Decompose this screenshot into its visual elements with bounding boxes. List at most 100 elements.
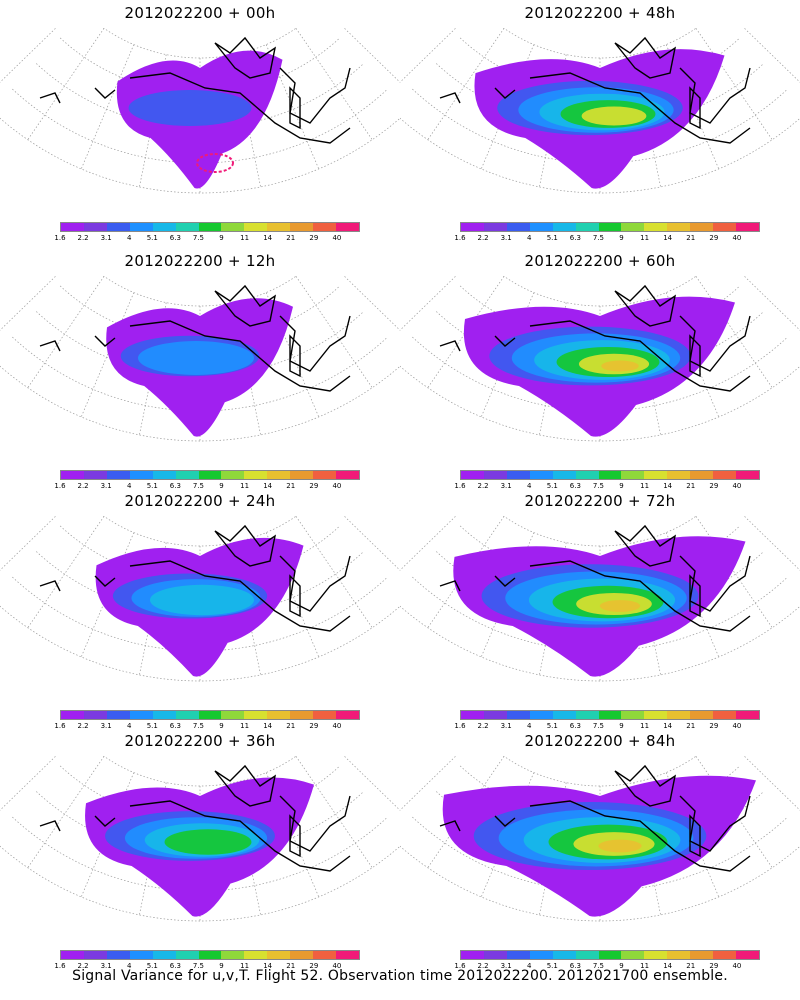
colorbar-swatch (736, 223, 759, 231)
colorbar-swatch (129, 223, 153, 231)
map-panel: 2012022200 + 60h 1.6 2.2 3.1 4 5.1 6.3 7.5 9 11 14… (400, 248, 800, 493)
colorbar-ticks: 1.6 2.2 3.1 4 5.1 6.3 7.5 9 11 14 21 29 40 (54, 234, 360, 244)
colorbar-swatch (483, 223, 507, 231)
colorbar (60, 470, 360, 480)
colorbar-tick-label: 6.3 (569, 722, 581, 730)
colorbar-tick-label: 40 (732, 962, 742, 970)
colorbar-tick-label: 2.2 (77, 962, 89, 970)
colorbar-tick-label: 4 (126, 962, 132, 970)
colorbar (460, 222, 760, 232)
coastlines (439, 524, 751, 632)
colorbar-tick-label: 11 (240, 962, 250, 970)
colorbar-tick-label: 9 (619, 962, 624, 970)
colorbar-swatch (506, 223, 530, 231)
colorbar-swatch (644, 711, 668, 719)
map-panel: 2012022200 + 48h 1.6 2.2 3.1 4 5.1 6.3 7.5 9 11 14… (400, 0, 800, 245)
panel-title: 2012022200 + 00h (124, 4, 276, 22)
colorbar-swatch (690, 471, 714, 479)
polar-map (400, 756, 800, 922)
colorbar-swatch (713, 223, 737, 231)
colorbar-swatch (152, 223, 176, 231)
panel-title: 2012022200 + 60h (524, 252, 676, 270)
colorbar-swatch (713, 951, 737, 959)
panel-title: 2012022200 + 84h (524, 732, 676, 750)
colorbar-tick-label: 40 (332, 962, 342, 970)
colorbar-tick-label: 4 (126, 234, 132, 242)
colorbar-swatch (106, 711, 130, 719)
colorbar-tick-label: 11 (640, 234, 650, 242)
colorbar-swatch (313, 223, 337, 231)
colorbar-swatch (575, 711, 599, 719)
coastlines (439, 764, 751, 872)
lat-lon-grid (0, 28, 400, 194)
colorbar-tick-label: 7.5 (192, 722, 205, 730)
colorbar-tick-label: 3.1 (500, 962, 512, 970)
colorbar-swatch (106, 223, 130, 231)
colorbar-tick-label: 5.1 (546, 962, 558, 970)
colorbar-swatch (713, 471, 737, 479)
colorbar-swatch (598, 951, 622, 959)
colorbar-swatch (83, 711, 107, 719)
colorbar (60, 710, 360, 720)
colorbar-tick-label: 14 (663, 482, 673, 490)
colorbar-swatch (598, 223, 622, 231)
colorbar (460, 710, 760, 720)
colorbar-tick-label: 7.5 (592, 234, 605, 242)
colorbar-tick-label: 2.2 (77, 722, 89, 730)
colorbar-swatch (198, 223, 222, 231)
colorbar-ticks: 1.6 2.2 3.1 4 5.1 6.3 7.5 9 11 14 21 29 40 (454, 962, 760, 972)
colorbar-tick-label: 4 (526, 962, 532, 970)
colorbar-tick-label: 7.5 (592, 722, 605, 730)
map-panel: 2012022200 + 72h 1.6 2.2 3.1 4 5.1 6.3 7.5 9 11 14… (400, 488, 800, 733)
colorbar-tick-label: 40 (332, 234, 342, 242)
colorbar-tick-label: 3.1 (100, 722, 112, 730)
colorbar-swatch (267, 471, 291, 479)
colorbar-swatch (198, 951, 222, 959)
colorbar-tick-label: 2.2 (77, 234, 89, 242)
colorbar-swatch (61, 711, 84, 719)
colorbar-tick-label: 2.2 (477, 234, 489, 242)
polar-map (0, 516, 400, 682)
panel-title: 2012022200 + 48h (524, 4, 676, 22)
colorbar-swatch (267, 951, 291, 959)
map-panel: 2012022200 + 84h 1.6 2.2 3.1 4 5.1 6.3 7.5 9 11 14… (400, 728, 800, 973)
colorbar-tick-label: 29 (709, 234, 719, 242)
colorbar-swatch (552, 471, 576, 479)
colorbar-tick-label: 7.5 (592, 962, 605, 970)
colorbar-swatch (690, 223, 714, 231)
colorbar-swatch (644, 471, 668, 479)
colorbar-swatch (313, 471, 337, 479)
colorbar-swatch (244, 951, 268, 959)
colorbar-swatch (529, 471, 553, 479)
colorbar-swatch (461, 223, 484, 231)
colorbar-swatch (290, 951, 314, 959)
colorbar-tick-label: 11 (240, 482, 250, 490)
colorbar-swatch (267, 223, 291, 231)
colorbar-swatch (175, 711, 199, 719)
colorbar (60, 950, 360, 960)
colorbar-tick-label: 9 (619, 234, 624, 242)
colorbar-swatch (667, 711, 691, 719)
colorbar-swatch (267, 711, 291, 719)
colorbar-tick-label: 14 (263, 962, 273, 970)
variance-field (453, 536, 746, 677)
colorbar-swatch (575, 223, 599, 231)
colorbar-tick-label: 21 (686, 962, 696, 970)
colorbar-tick-label: 2.2 (477, 482, 489, 490)
colorbar-tick-label: 5.1 (146, 234, 158, 242)
variance-field (474, 49, 725, 189)
colorbar-tick-label: 7.5 (192, 962, 205, 970)
colorbar-swatch (175, 951, 199, 959)
colorbar-tick-label: 1.6 (454, 234, 466, 242)
colorbar-swatch (529, 223, 553, 231)
colorbar-tick-label: 40 (732, 722, 742, 730)
colorbar-tick-label: 21 (686, 482, 696, 490)
colorbar-swatch (152, 711, 176, 719)
colorbar-swatch (336, 711, 359, 719)
colorbar-swatch (290, 471, 314, 479)
colorbar-swatch (313, 951, 337, 959)
colorbar-tick-label: 3.1 (100, 962, 112, 970)
colorbar-swatch (106, 951, 130, 959)
colorbar-swatch (644, 223, 668, 231)
colorbar-swatch (244, 711, 268, 719)
